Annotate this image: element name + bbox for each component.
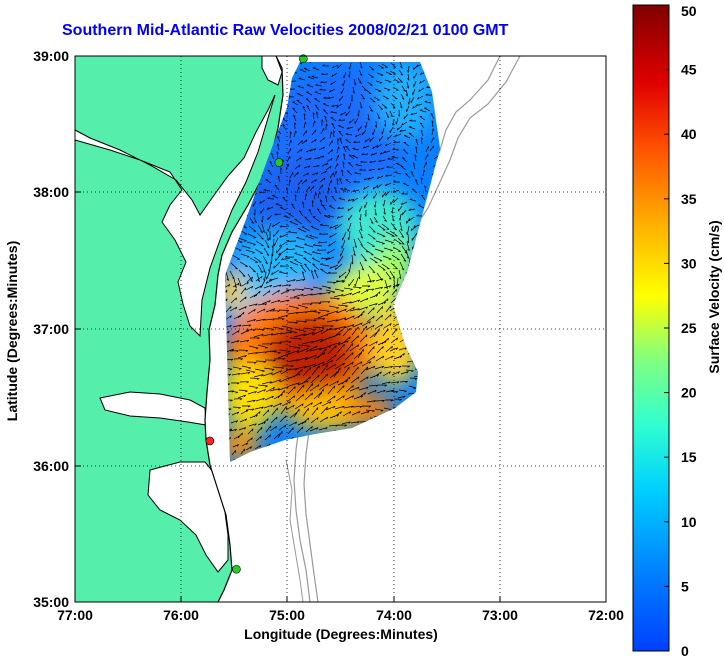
y-tick-label: 36:00 bbox=[33, 458, 69, 474]
plot-title: Southern Mid-Atlantic Raw Velocities 200… bbox=[62, 22, 509, 39]
colorbar-tick-label: 5 bbox=[681, 578, 689, 594]
x-axis-label: Longitude (Degrees:Minutes) bbox=[244, 626, 438, 642]
colorbar-tick-label: 10 bbox=[681, 514, 697, 530]
station-marker-hatteras bbox=[232, 564, 241, 574]
x-tick-label: 76:00 bbox=[163, 607, 199, 623]
x-tick-label: 72:00 bbox=[588, 607, 624, 623]
colorbar-tick-label: 20 bbox=[681, 385, 697, 401]
pamlico-sound bbox=[147, 461, 229, 573]
x-tick-label: 73:00 bbox=[482, 607, 518, 623]
colorbar-tick-label: 35 bbox=[681, 191, 697, 207]
x-tick-label: 75:00 bbox=[269, 607, 305, 623]
colorbar-ticks: 0 5 10 15 20 25 30 35 40 45 50 bbox=[664, 3, 697, 659]
station-marker-north bbox=[299, 54, 308, 64]
chesapeake-bay bbox=[75, 94, 276, 338]
grid-lines bbox=[75, 56, 606, 602]
colorbar-tick-label: 45 bbox=[681, 62, 697, 78]
colorbar-tick-label: 0 bbox=[681, 643, 689, 659]
y-tick-label: 35:00 bbox=[33, 594, 69, 610]
y-tick-label: 37:00 bbox=[33, 321, 69, 337]
x-tick-label: 77:00 bbox=[57, 607, 93, 623]
tick-marks bbox=[75, 191, 501, 602]
colorbar-tick-label: 25 bbox=[681, 320, 697, 336]
station-marker-outer-banks bbox=[205, 436, 215, 446]
colorbar-tick-label: 50 bbox=[681, 3, 697, 19]
radar-stations bbox=[205, 54, 308, 574]
colorbar-tick-label: 30 bbox=[681, 255, 697, 271]
station-marker-delmarva bbox=[274, 158, 284, 167]
delaware-bay bbox=[261, 56, 283, 86]
y-tick-label: 38:00 bbox=[33, 184, 69, 200]
x-tick-label: 74:00 bbox=[376, 607, 412, 623]
bathymetry-contour-3 bbox=[285, 459, 304, 602]
colorbar-tick-label: 40 bbox=[681, 126, 697, 142]
colorbar-tick-label: 15 bbox=[681, 449, 697, 465]
colorbar bbox=[632, 4, 670, 652]
y-tick-label: 39:00 bbox=[33, 48, 69, 64]
